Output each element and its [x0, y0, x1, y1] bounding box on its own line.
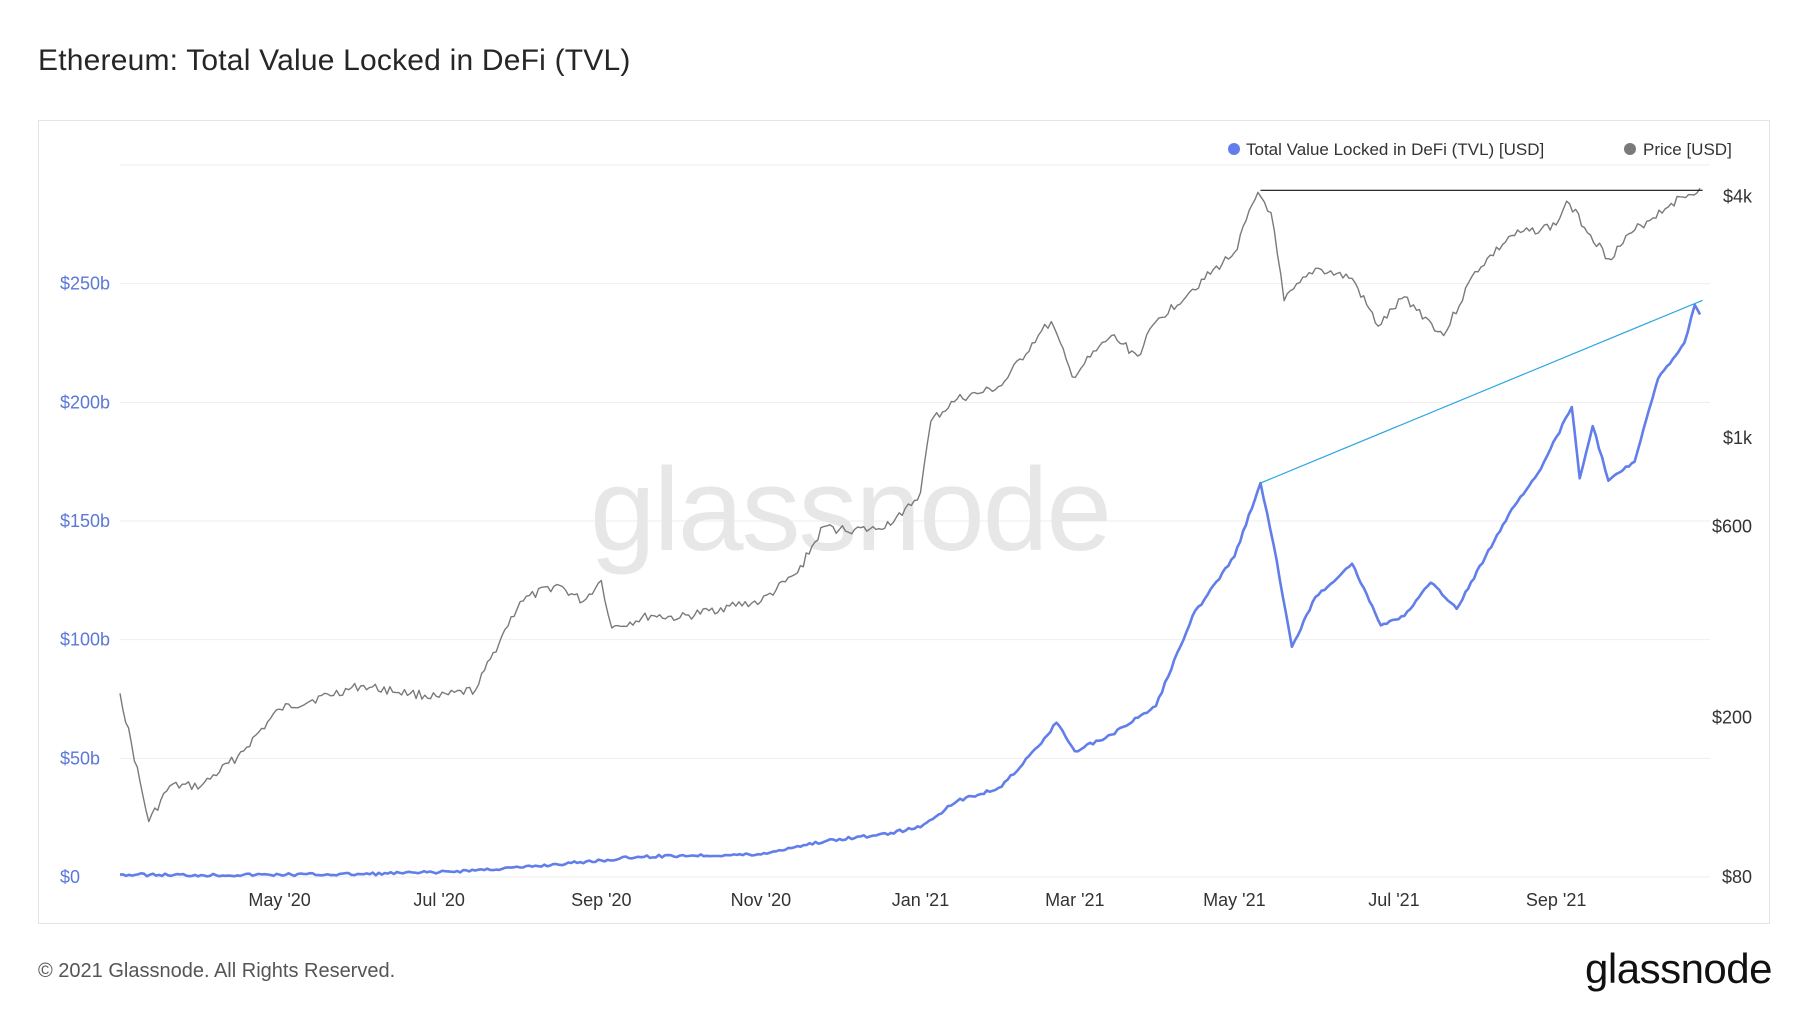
x-tick-label: Sep '20	[571, 890, 632, 910]
right-tick-label: $80	[1722, 867, 1752, 887]
price-series	[119, 187, 1701, 823]
x-tick-label: Jul '20	[413, 890, 464, 910]
trendlines	[1260, 189, 1703, 484]
legend: Total Value Locked in DeFi (TVL) [USD] Pr…	[1228, 140, 1732, 159]
x-tick-label: Jan '21	[892, 890, 949, 910]
tvl-series	[119, 303, 1702, 878]
tvl-trendline	[1260, 299, 1703, 484]
grid	[120, 164, 1710, 878]
tvl-line	[119, 303, 1702, 878]
right-tick-label: $4k	[1723, 187, 1753, 207]
x-tick-label: Jul '21	[1368, 890, 1419, 910]
right-tick-label: $600	[1712, 517, 1752, 537]
left-tick-label: $50b	[60, 748, 100, 768]
chart-title: Ethereum: Total Value Locked in DeFi (TV…	[38, 44, 631, 77]
left-tick-label: $100b	[60, 630, 110, 650]
left-tick-label: $250b	[60, 274, 110, 294]
footer-copyright: © 2021 Glassnode. All Rights Reserved.	[38, 960, 396, 982]
x-axis: May '20 Jul '20 Sep '20 Nov '20 Jan '21 Mar '…	[248, 890, 1586, 910]
x-tick-label: Nov '20	[731, 890, 791, 910]
x-tick-label: Mar '21	[1045, 890, 1104, 910]
watermark: glassnode	[590, 444, 1110, 576]
x-tick-label: May '20	[248, 890, 310, 910]
right-axis: $80 $200 $600 $1k $4k	[1712, 187, 1753, 887]
right-tick-label: $200	[1712, 708, 1752, 728]
x-tick-label: May '21	[1203, 890, 1265, 910]
chart-frame	[38, 120, 1770, 924]
x-tick-label: Sep '21	[1526, 890, 1587, 910]
price-line	[119, 187, 1701, 823]
left-tick-label: $150b	[60, 511, 110, 531]
left-axis: $0 $50b $100b $150b $200b $250b	[60, 274, 110, 887]
legend-tvl-dot	[1228, 143, 1240, 155]
footer-logo: glassnode	[1585, 945, 1772, 992]
legend-price-dot	[1624, 143, 1636, 155]
left-tick-label: $200b	[60, 392, 110, 412]
right-tick-label: $1k	[1723, 428, 1753, 448]
legend-price-label: Price [USD]	[1643, 140, 1732, 159]
legend-tvl-label: Total Value Locked in DeFi (TVL) [USD]	[1246, 140, 1544, 159]
left-tick-label: $0	[60, 867, 80, 887]
